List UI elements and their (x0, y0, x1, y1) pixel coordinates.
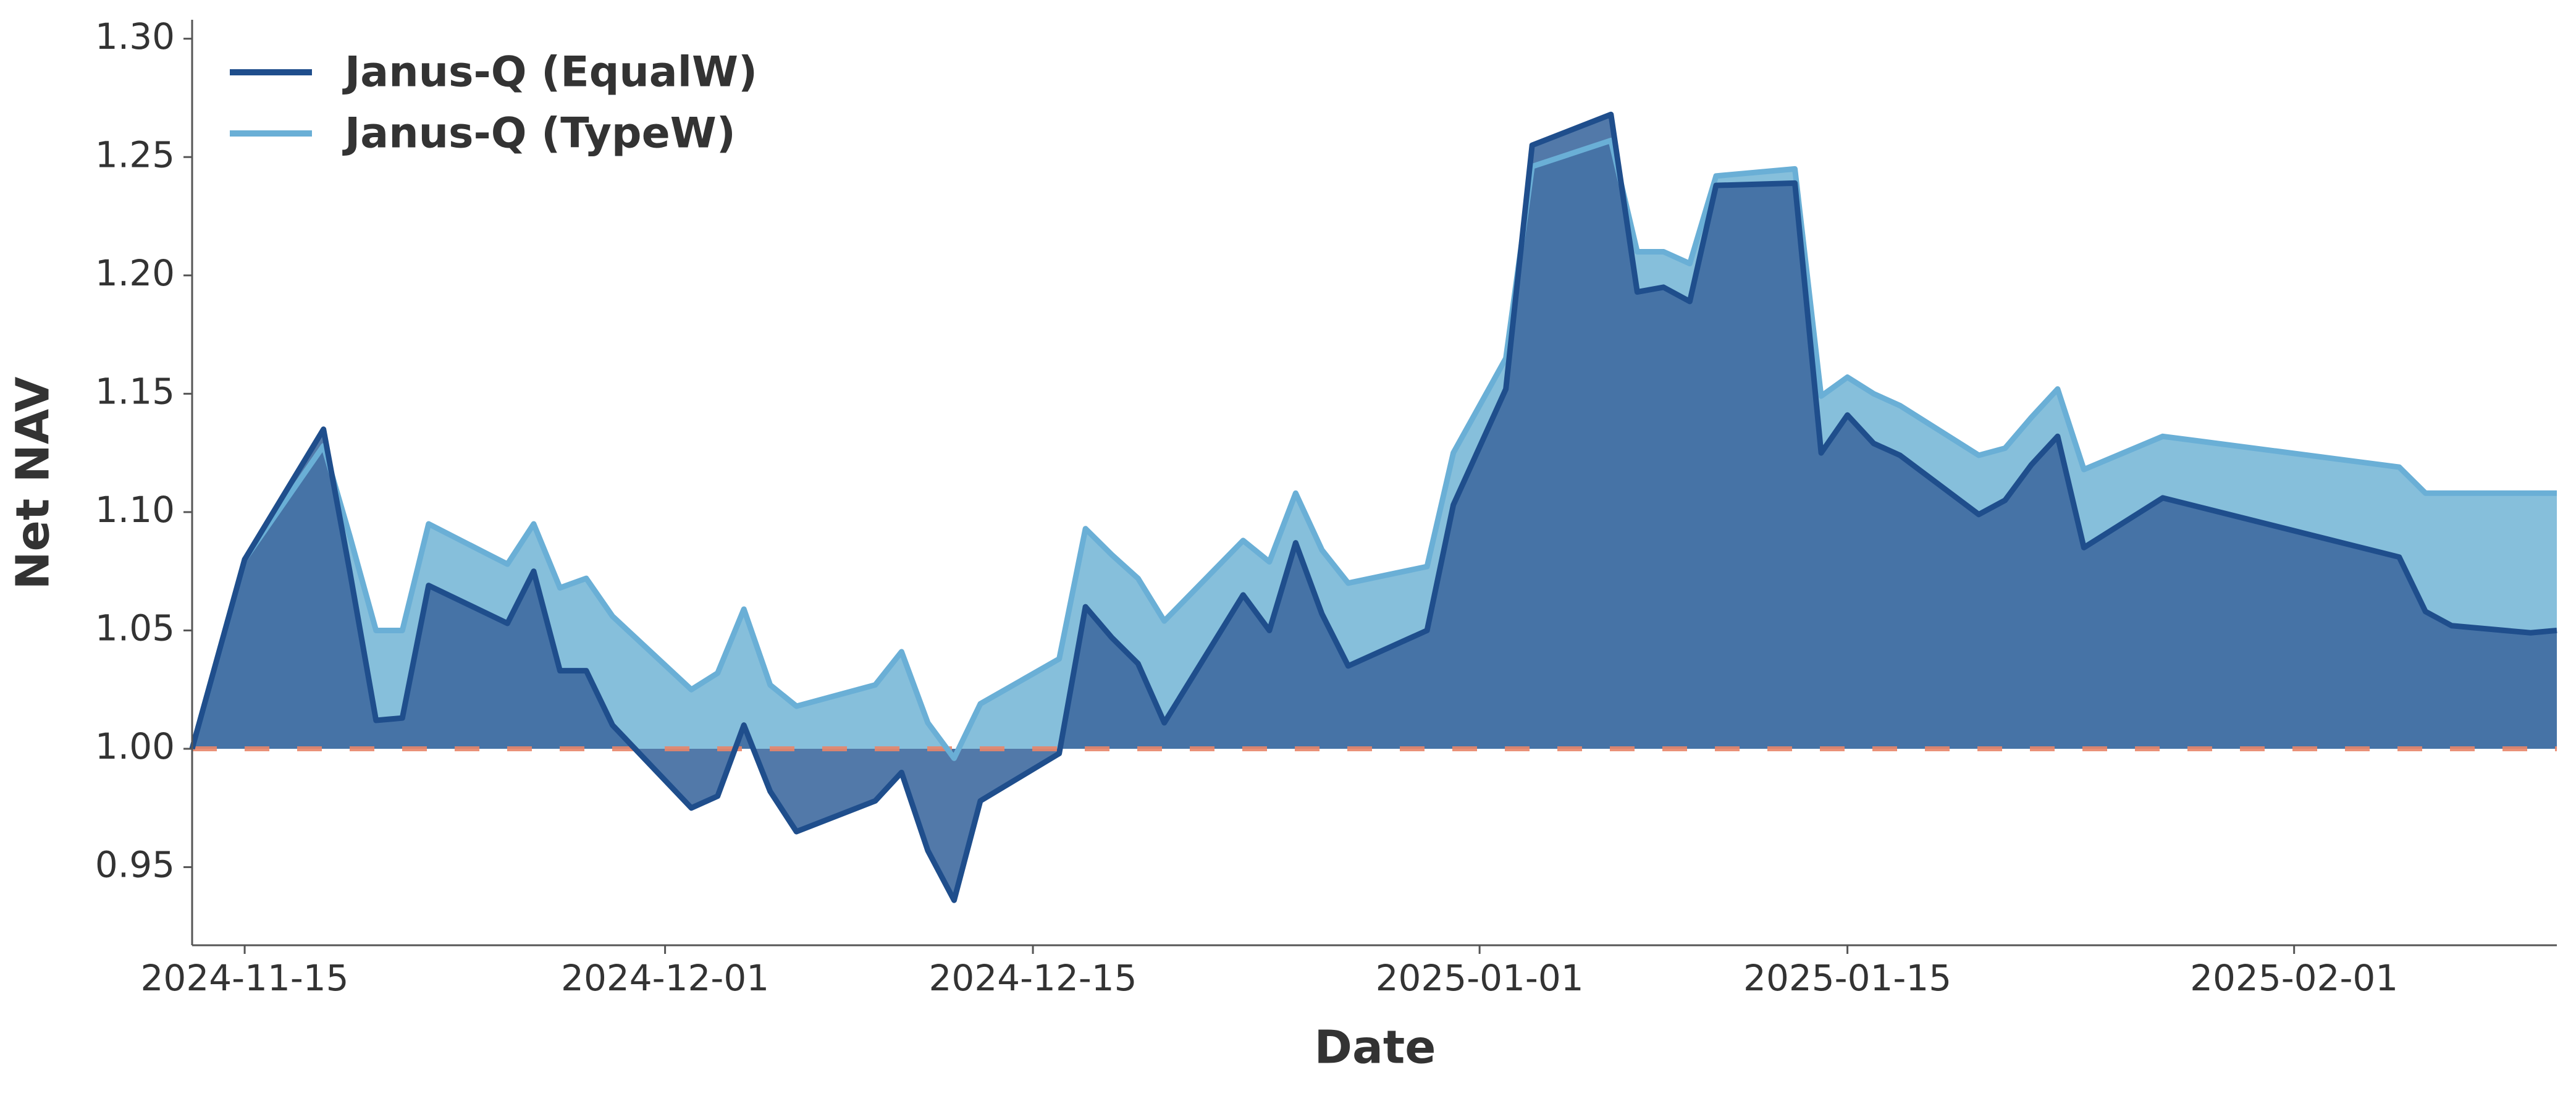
x-tick-label: 2024-12-01 (561, 957, 769, 999)
y-tick-label: 0.95 (95, 844, 175, 886)
line (189, 137, 2557, 761)
y-axis-label: Net NAV (7, 377, 60, 590)
y-tick-label: 1.30 (95, 15, 175, 57)
x-tick-label: 2025-01-01 (1376, 957, 1584, 999)
x-axis-label: Date (1315, 1021, 1436, 1074)
y-tick-label: 1.10 (95, 489, 175, 531)
x-tick-label: 2025-02-01 (2190, 957, 2398, 999)
x-tick-label: 2024-12-15 (929, 957, 1137, 999)
line (189, 111, 2557, 903)
y-tick-label: 1.25 (95, 133, 175, 175)
legend-label: Janus-Q (EqualW) (342, 48, 757, 97)
legend-label: Janus-Q (TypeW) (342, 109, 736, 158)
x-tick-label: 2024-11-15 (141, 957, 349, 999)
y-tick-label: 1.05 (95, 607, 175, 649)
x-tick-label: 2025-01-15 (1743, 957, 1951, 999)
y-tick-label: 1.20 (95, 252, 175, 294)
area (192, 114, 2557, 901)
y-tick-label: 1.15 (95, 370, 175, 412)
y-tick-label: 1.00 (95, 725, 175, 767)
